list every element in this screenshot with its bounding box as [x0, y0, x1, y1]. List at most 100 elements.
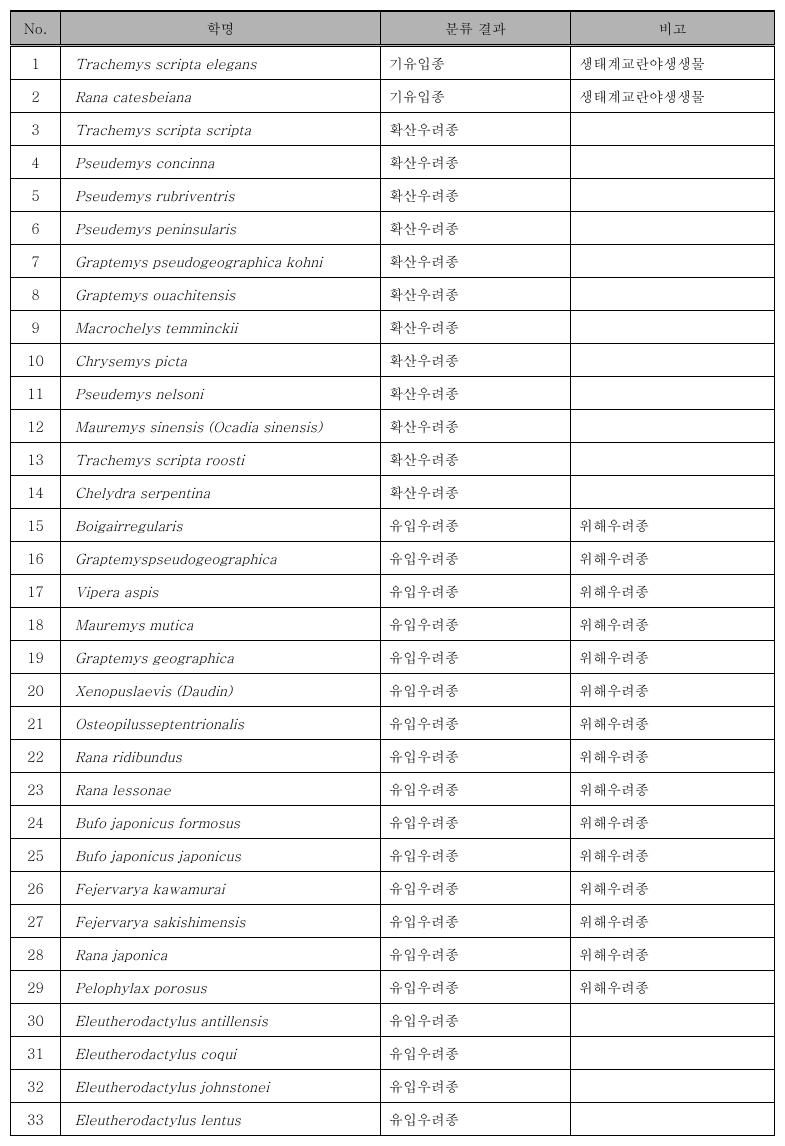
cell-no: 12 [11, 410, 61, 443]
table-row: 18Mauremys mutica유입우려종위해우려종 [11, 608, 775, 641]
cell-classification: 확산우려종 [381, 410, 571, 443]
cell-no: 5 [11, 179, 61, 212]
cell-classification: 확산우려종 [381, 311, 571, 344]
cell-note: 위해우려종 [571, 905, 775, 938]
cell-classification: 유입우려종 [381, 575, 571, 608]
cell-no: 7 [11, 245, 61, 278]
cell-note [571, 443, 775, 476]
table-row: 13Trachemys scripta roosti확산우려종 [11, 443, 775, 476]
cell-note: 위해우려종 [571, 641, 775, 674]
table-row: 16Graptemyspseudogeographica유입우려종위해우려종 [11, 542, 775, 575]
cell-scientific-name: Eleutherodactylus lentus [61, 1103, 381, 1136]
cell-scientific-name: Fejervarya kawamurai [61, 872, 381, 905]
cell-scientific-name: Vipera aspis [61, 575, 381, 608]
header-classification: 분류 결과 [381, 11, 571, 46]
cell-no: 25 [11, 839, 61, 872]
cell-classification: 기유입종 [381, 80, 571, 113]
cell-no: 20 [11, 674, 61, 707]
cell-classification: 확산우려종 [381, 179, 571, 212]
cell-note [571, 212, 775, 245]
cell-note [571, 1037, 775, 1070]
table-row: 9Macrochelys temminckii확산우려종 [11, 311, 775, 344]
cell-scientific-name: Eleutherodactylus antillensis [61, 1004, 381, 1037]
cell-scientific-name: Trachemys scripta scripta [61, 113, 381, 146]
table-row: 32Eleutherodactylus johnstonei유입우려종 [11, 1070, 775, 1103]
cell-note [571, 278, 775, 311]
cell-note [571, 1070, 775, 1103]
cell-classification: 확산우려종 [381, 344, 571, 377]
cell-note: 위해우려종 [571, 674, 775, 707]
cell-classification: 유입우려종 [381, 839, 571, 872]
cell-scientific-name: Graptemys ouachitensis [61, 278, 381, 311]
cell-classification: 유입우려종 [381, 872, 571, 905]
cell-note [571, 476, 775, 509]
cell-scientific-name: Chrysemys picta [61, 344, 381, 377]
cell-classification: 확산우려종 [381, 476, 571, 509]
cell-scientific-name: Xenopuslaevis (Daudin) [61, 674, 381, 707]
cell-note: 위해우려종 [571, 509, 775, 542]
cell-no: 28 [11, 938, 61, 971]
cell-note [571, 179, 775, 212]
cell-note [571, 377, 775, 410]
cell-no: 2 [11, 80, 61, 113]
cell-note: 위해우려종 [571, 938, 775, 971]
table-row: 21Osteopilusseptentrionalis유입우려종위해우려종 [11, 707, 775, 740]
cell-scientific-name: Chelydra serpentina [61, 476, 381, 509]
cell-scientific-name: Trachemys scripta roosti [61, 443, 381, 476]
cell-note: 위해우려종 [571, 872, 775, 905]
cell-note [571, 344, 775, 377]
table-row: 5Pseudemys rubriventris확산우려종 [11, 179, 775, 212]
table-row: 14Chelydra serpentina확산우려종 [11, 476, 775, 509]
cell-classification: 확산우려종 [381, 212, 571, 245]
table-row: 6Pseudemys peninsularis확산우려종 [11, 212, 775, 245]
cell-no: 11 [11, 377, 61, 410]
cell-no: 8 [11, 278, 61, 311]
table-row: 4Pseudemys concinna확산우려종 [11, 146, 775, 179]
cell-note: 위해우려종 [571, 740, 775, 773]
cell-classification: 유입우려종 [381, 641, 571, 674]
cell-note: 위해우려종 [571, 806, 775, 839]
cell-no: 23 [11, 773, 61, 806]
cell-scientific-name: Boigairregularis [61, 509, 381, 542]
cell-note [571, 113, 775, 146]
cell-scientific-name: Bufo japonicus formosus [61, 806, 381, 839]
cell-no: 33 [11, 1103, 61, 1136]
table-row: 8Graptemys ouachitensis확산우려종 [11, 278, 775, 311]
table-row: 17Vipera aspis유입우려종위해우려종 [11, 575, 775, 608]
cell-no: 9 [11, 311, 61, 344]
cell-note [571, 146, 775, 179]
cell-scientific-name: Mauremys sinensis (Ocadia sinensis) [61, 410, 381, 443]
cell-classification: 유입우려종 [381, 773, 571, 806]
cell-note: 생태계교란야생생물 [571, 46, 775, 80]
cell-note [571, 1004, 775, 1037]
cell-note: 위해우려종 [571, 542, 775, 575]
cell-scientific-name: Macrochelys temminckii [61, 311, 381, 344]
cell-classification: 유입우려종 [381, 1004, 571, 1037]
header-no: No. [11, 11, 61, 46]
table-row: 10Chrysemys picta확산우려종 [11, 344, 775, 377]
cell-scientific-name: Rana japonica [61, 938, 381, 971]
cell-no: 13 [11, 443, 61, 476]
table-row: 27Fejervarya sakishimensis유입우려종위해우려종 [11, 905, 775, 938]
cell-classification: 유입우려종 [381, 740, 571, 773]
cell-classification: 유입우려종 [381, 509, 571, 542]
table-row: 25Bufo japonicus japonicus유입우려종위해우려종 [11, 839, 775, 872]
cell-no: 19 [11, 641, 61, 674]
cell-classification: 확산우려종 [381, 278, 571, 311]
cell-classification: 유입우려종 [381, 608, 571, 641]
table-row: 26Fejervarya kawamurai유입우려종위해우려종 [11, 872, 775, 905]
cell-scientific-name: Pelophylax porosus [61, 971, 381, 1004]
table-body: 1Trachemys scripta elegans기유입종생태계교란야생생물2… [11, 46, 775, 1136]
cell-scientific-name: Pseudemys nelsoni [61, 377, 381, 410]
cell-scientific-name: Rana catesbeiana [61, 80, 381, 113]
table-row: 1Trachemys scripta elegans기유입종생태계교란야생생물 [11, 46, 775, 80]
table-row: 24Bufo japonicus formosus유입우려종위해우려종 [11, 806, 775, 839]
cell-note [571, 245, 775, 278]
cell-classification: 확산우려종 [381, 245, 571, 278]
table-row: 2Rana catesbeiana기유입종생태계교란야생생물 [11, 80, 775, 113]
table-row: 23Rana lessonae유입우려종위해우려종 [11, 773, 775, 806]
cell-scientific-name: Rana ridibundus [61, 740, 381, 773]
header-note: 비고 [571, 11, 775, 46]
cell-no: 16 [11, 542, 61, 575]
cell-no: 18 [11, 608, 61, 641]
